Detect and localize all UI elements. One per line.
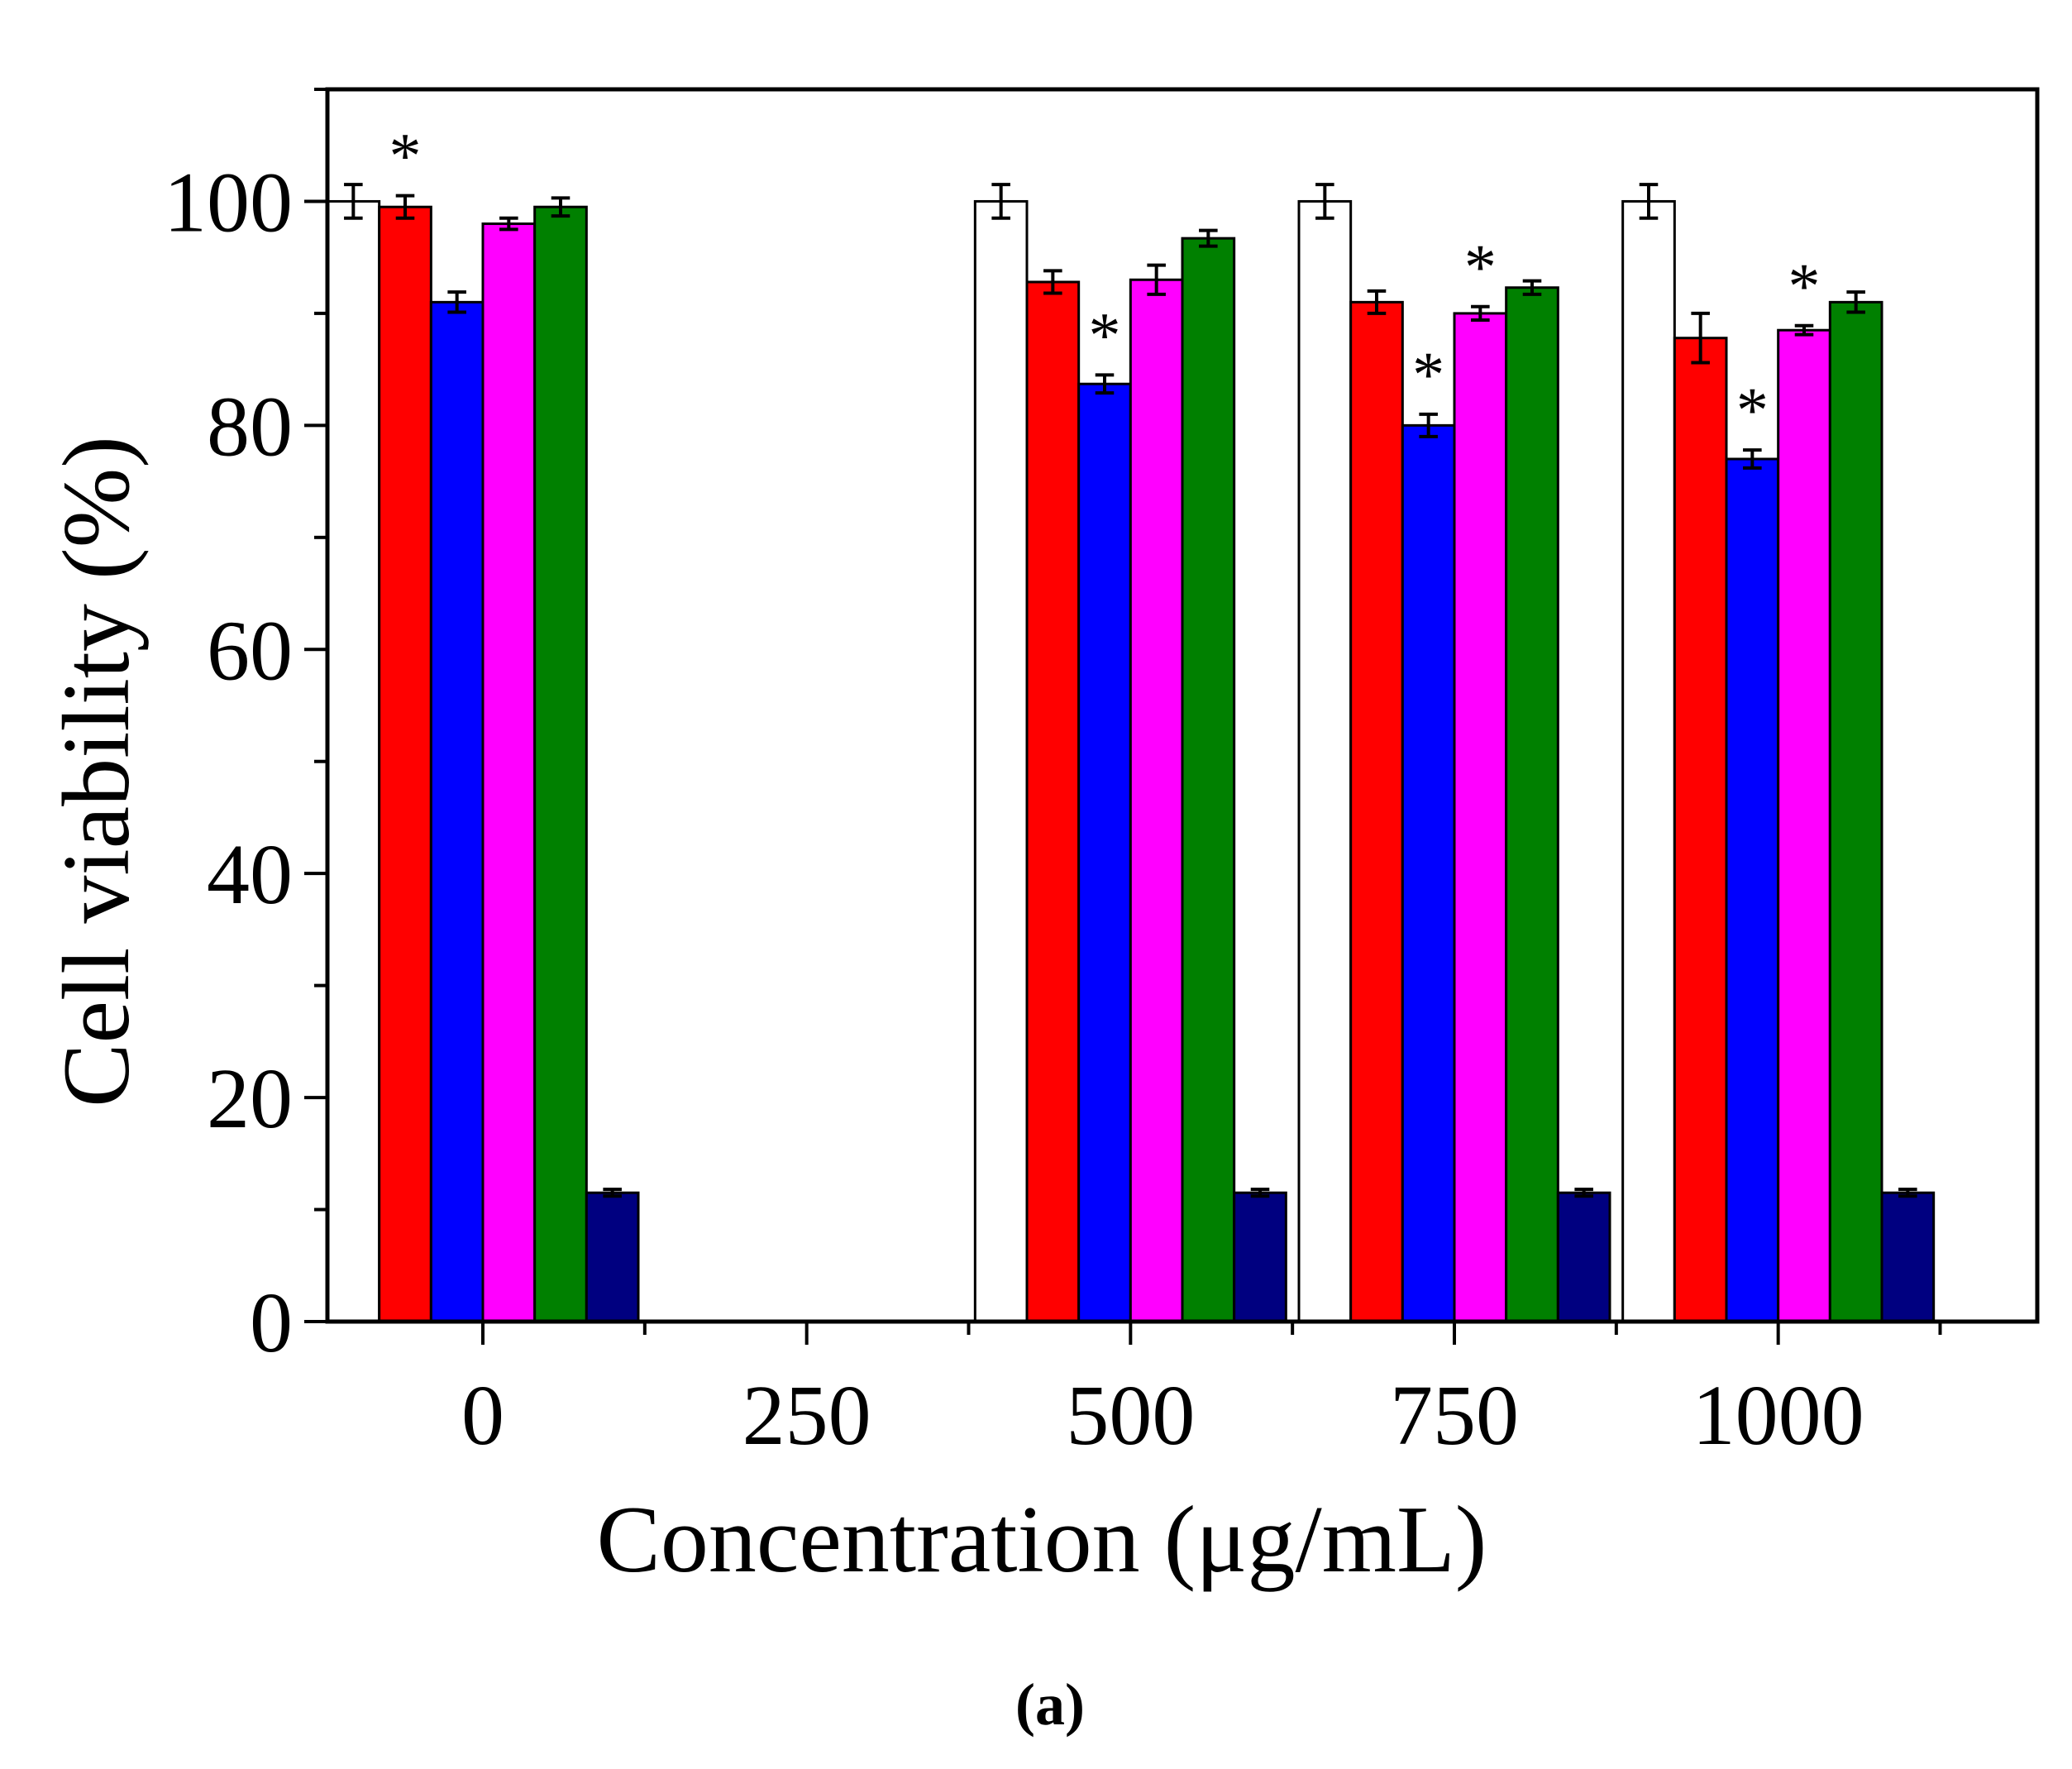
bar [1828,300,1883,1323]
bar [1025,280,1081,1323]
x-tick-label: 250 [742,1368,871,1463]
y-tick-label: 80 [207,379,293,474]
bar [973,199,1029,1323]
y-tick-label: 20 [207,1051,293,1146]
x-tick-label: 1000 [1692,1368,1864,1463]
bar [1077,382,1132,1323]
bar [1621,199,1676,1323]
bar [326,199,381,1323]
y-tick-label: 40 [207,827,293,922]
bars-layer [326,199,1936,1323]
bar [1453,312,1508,1323]
x-tick-label: 750 [1390,1368,1519,1463]
bar [585,1191,640,1323]
y-tick-label: 100 [164,155,293,250]
significance-star: * [1089,299,1121,371]
bar [481,222,537,1323]
significance-star: * [1788,250,1821,322]
bar [1777,328,1831,1323]
significance-star: * [1412,338,1444,410]
bar [1880,1191,1936,1323]
bar [1505,286,1559,1323]
significance-star: * [1736,374,1769,446]
bar [1556,1191,1611,1323]
bar [378,205,432,1323]
x-tick-label: 500 [1066,1368,1195,1463]
bar [1349,300,1404,1323]
bar [1181,237,1236,1323]
significance-star: * [1464,231,1497,303]
bar [1725,457,1780,1323]
x-axis-title: Concentration (μg/mL) [597,1487,1487,1593]
error-bars-layer [344,183,1917,1198]
bar [1297,199,1353,1323]
bar [429,300,485,1323]
significance-star: * [389,120,422,192]
bar [533,205,588,1323]
bar [1673,337,1728,1323]
y-axis-title: Cell viability (%) [44,436,150,1107]
bar [1401,423,1456,1323]
plot-frame [325,87,2040,1324]
x-tick-label: 0 [461,1368,504,1463]
significance-markers-layer: * * * * * * [389,120,1821,446]
bar [1233,1191,1287,1323]
y-tick-label: 0 [250,1275,293,1370]
bar [1129,278,1184,1323]
figure-caption: (a) [1015,1671,1085,1738]
y-tick-label: 60 [207,603,293,698]
